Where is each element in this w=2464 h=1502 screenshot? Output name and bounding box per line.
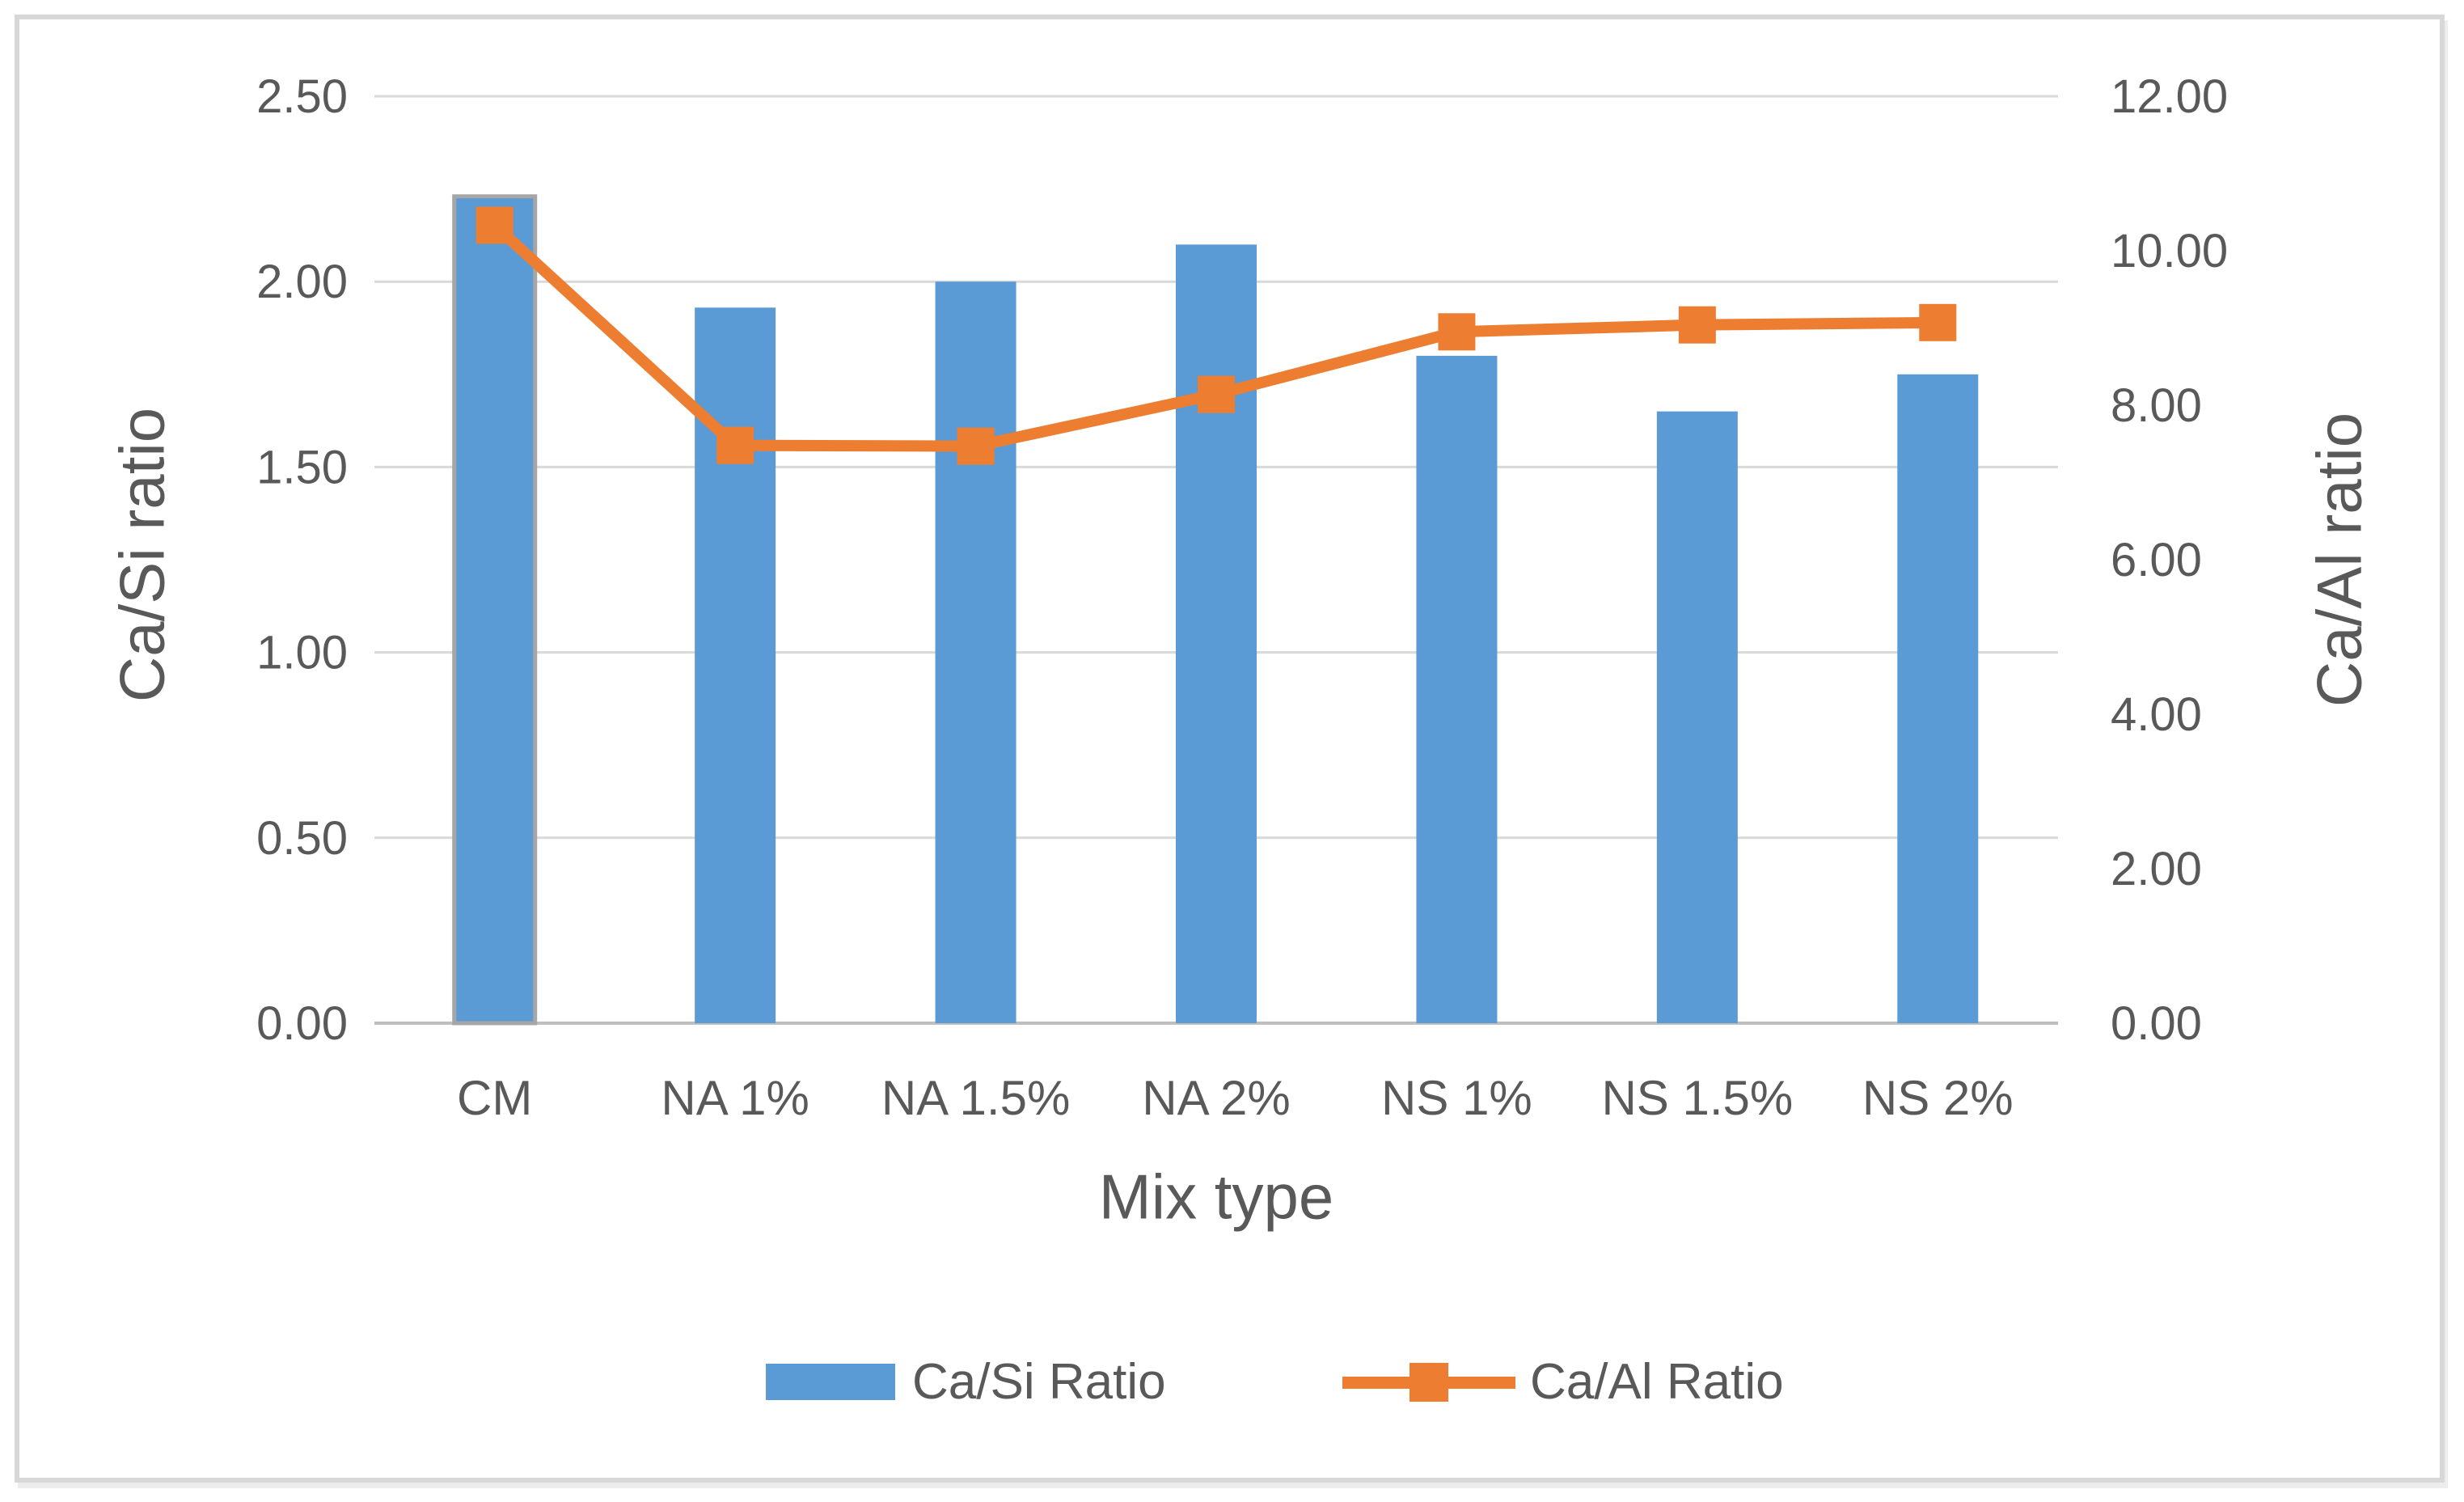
left-axis-tick-label: 1.00 [256,627,348,679]
line-marker-NS 1% [1438,313,1476,351]
right-axis-title: Ca/Al ratio [2303,412,2375,708]
right-axis-tick-label: 0.00 [2111,997,2202,1050]
bar-CM [452,194,538,1026]
right-axis-tick-label: 12.00 [2111,70,2228,123]
x-axis-tick-label: NA 2% [1142,1071,1290,1125]
x-axis-tick-label: CM [457,1071,532,1125]
legend-bar-swatch [766,1364,895,1400]
left-axis-tick-label: 2.00 [256,256,348,308]
left-axis-title: Ca/Si ratio [106,407,178,703]
bar-NA 2% [1176,244,1257,1023]
left-axis-tick-label: 0.50 [256,812,348,865]
legend-square-marker-icon [1410,1363,1448,1402]
legend-label-casi: Ca/Si Ratio [912,1354,1166,1411]
right-axis-tick-label: 6.00 [2111,534,2202,586]
line-marker-NA 1% [716,426,754,464]
line-marker-NS 1.5% [1678,306,1716,344]
left-axis-tick-label: 0.00 [256,997,348,1050]
bar-NS 1.5% [1656,411,1738,1023]
left-axis-tick-label: 2.50 [256,70,348,123]
line-marker-NA 1.5% [957,427,995,465]
x-axis-tick-label: NA 1% [661,1071,809,1125]
x-axis-tick-label: NA 1.5% [881,1071,1070,1125]
bar-NA 1.5% [935,281,1016,1023]
legend-label-caal: Ca/Al Ratio [1530,1354,1784,1411]
x-axis-tick-label: NS 2% [1862,1071,2014,1125]
right-axis-tick-label: 10.00 [2111,225,2228,277]
bar-NS 2% [1897,374,1979,1023]
right-axis-tick-label: 2.00 [2111,843,2202,895]
left-axis-tick-label: 1.50 [256,441,348,493]
right-axis-tick-label: 4.00 [2111,688,2202,741]
bar-NS 1% [1416,355,1498,1023]
right-axis-tick-label: 8.00 [2111,379,2202,432]
x-axis-tick-label: NS 1.5% [1601,1071,1793,1125]
x-axis-title: Mix type [1098,1161,1334,1233]
line-marker-NS 2% [1919,303,1957,341]
x-axis-tick-label: NS 1% [1381,1071,1532,1125]
chart-border-frame [15,15,2445,1483]
line-marker-CM [475,206,514,244]
line-marker-NA 2% [1198,375,1235,413]
